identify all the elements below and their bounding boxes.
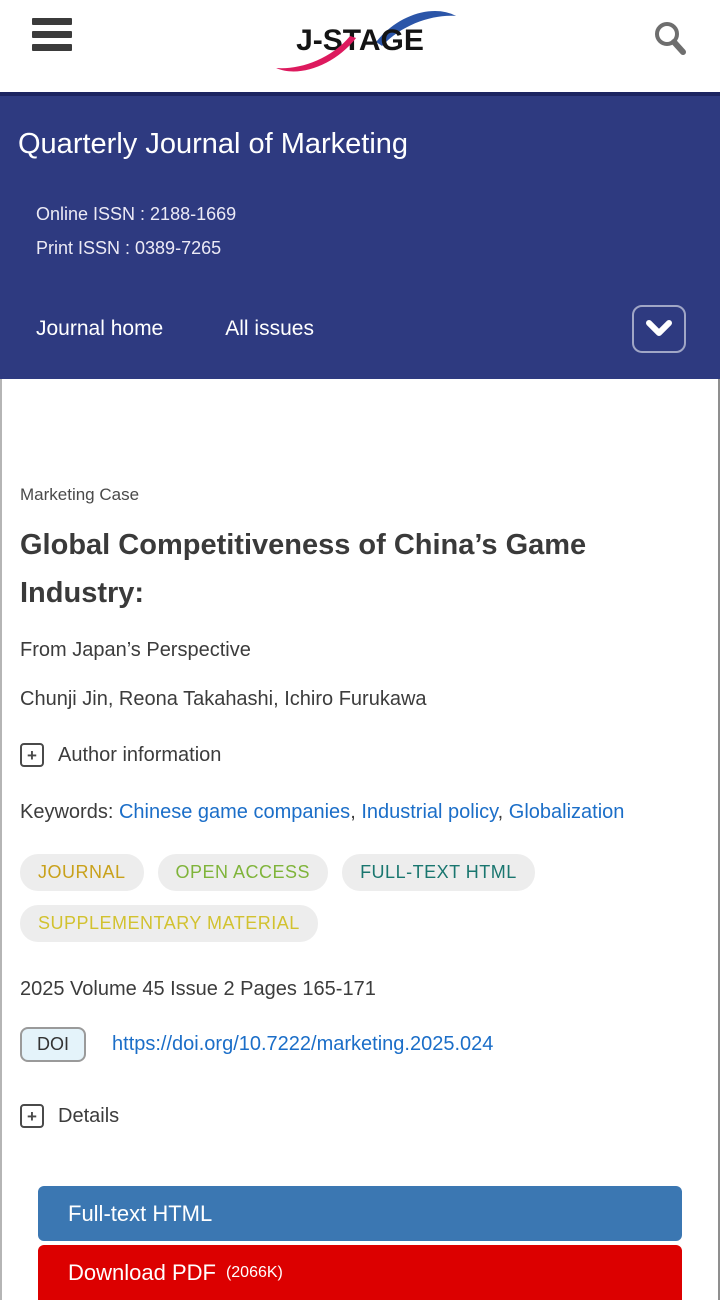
logo-blue-swoosh-icon [375, 11, 456, 46]
keyword-link[interactable]: Industrial policy [361, 801, 498, 823]
keywords-row: Keywords: Chinese game companies, Indust… [20, 801, 625, 823]
plus-icon: + [20, 1104, 44, 1128]
keyword-link[interactable]: Chinese game companies [118, 801, 351, 823]
download-pdf-label: Download PDF [68, 1259, 216, 1285]
fulltext-html-label: Full-text HTML [68, 1200, 213, 1226]
chevron-down-icon [646, 320, 672, 336]
article-authors: Chunji Jin, Reona Takahashi, Ichiro Furu… [20, 688, 427, 710]
badge-open-access: OPEN ACCESS [157, 854, 329, 891]
jstage-logo[interactable]: J-STAGE [276, 11, 456, 72]
badge-supplementary-material: SUPPLEMENTARY MATERIAL [20, 905, 318, 942]
journal-header-band: Quarterly Journal of Marketing Online IS… [0, 92, 720, 379]
doi-row: DOI https://doi.org/10.7222/marketing.20… [20, 1027, 700, 1062]
article-main: Marketing Case Global Competitiveness of… [0, 379, 720, 1300]
logo-text: J-STAGE [296, 24, 424, 57]
badges-row: JOURNAL OPEN ACCESS FULL-TEXT HTML SUPPL… [20, 854, 600, 942]
action-buttons: Full-text HTML Download PDF (2066K) [20, 1186, 700, 1300]
badge-fulltext-html: FULL-TEXT HTML [342, 854, 535, 891]
nav-journal-home[interactable]: Journal home [36, 317, 164, 340]
top-app-bar: J-STAGE [0, 0, 720, 92]
download-pdf-size: (2066K) [225, 1263, 283, 1281]
doi-link[interactable]: https://doi.org/10.7222/marketing.2025.0… [112, 1033, 494, 1055]
search-icon[interactable] [652, 20, 688, 63]
article-section-label: Marketing Case [20, 485, 140, 504]
journal-nav: Journal home All issues [18, 305, 702, 353]
journal-title: Quarterly Journal of Marketing [18, 128, 409, 160]
download-pdf-button[interactable]: Download PDF (2066K) [38, 1245, 682, 1300]
doi-chip[interactable]: DOI [20, 1027, 87, 1062]
details-label: Details [58, 1104, 120, 1127]
keywords-label: Keywords: [20, 801, 114, 823]
author-information-label: Author information [58, 743, 222, 766]
plus-icon: + [20, 743, 44, 767]
menu-hamburger-icon[interactable] [32, 17, 72, 57]
article-title: Global Competitiveness of China’s Game I… [20, 529, 587, 609]
online-issn: Online ISSN : 2188-1669 [36, 204, 237, 224]
citation-line: 2025 Volume 45 Issue 2 Pages 165-171 [20, 978, 376, 1000]
badge-journal: JOURNAL [20, 854, 144, 891]
expand-journal-menu-button[interactable] [632, 305, 686, 353]
article-subtitle: From Japan’s Perspective [20, 639, 251, 661]
keyword-link[interactable]: Globalization [508, 801, 625, 823]
print-issn: Print ISSN : 0389-7265 [36, 238, 222, 258]
author-information-expander[interactable]: + Author information [20, 743, 700, 767]
nav-all-issues[interactable]: All issues [225, 317, 314, 340]
fulltext-html-button[interactable]: Full-text HTML [38, 1186, 682, 1241]
details-expander[interactable]: + Details [20, 1104, 700, 1128]
logo-pink-swoosh-icon [276, 36, 357, 72]
